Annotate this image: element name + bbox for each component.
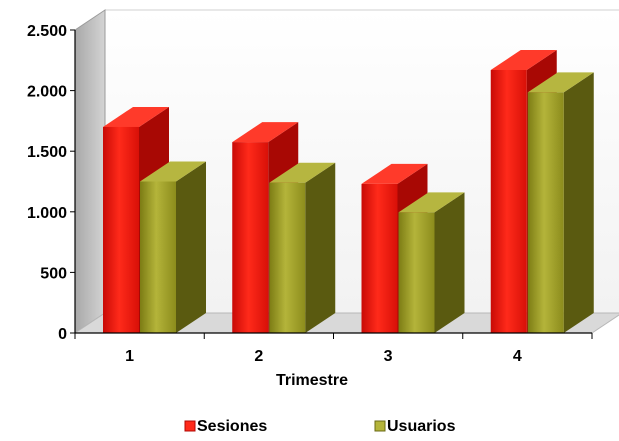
legend-swatch xyxy=(184,420,196,432)
x-tick-label: 4 xyxy=(513,348,522,365)
x-tick-label: 1 xyxy=(125,348,134,365)
x-axis-title: Trimestre xyxy=(276,372,348,389)
legend-swatch xyxy=(374,420,386,432)
legend-label: Usuarios xyxy=(387,418,456,435)
bar-usuarios-1 xyxy=(140,161,206,333)
y-tick-label: 500 xyxy=(40,265,67,282)
y-tick-label: 2.000 xyxy=(27,84,67,101)
bar-usuarios-4 xyxy=(527,72,594,333)
side-wall xyxy=(74,9,106,334)
x-tick-label: 3 xyxy=(384,348,393,365)
x-tick-label: 2 xyxy=(254,348,263,365)
y-tick-label: 2.500 xyxy=(27,23,67,40)
legend-item-sesiones: Sesiones xyxy=(184,418,267,435)
legend-item-usuarios: Usuarios xyxy=(374,418,456,435)
bar-usuarios-3 xyxy=(398,192,465,333)
legend-label: Sesiones xyxy=(197,418,267,435)
bar-usuarios-2 xyxy=(269,162,336,333)
y-tick-label: 1.500 xyxy=(27,144,67,161)
y-tick-label: 1.000 xyxy=(27,205,67,222)
y-tick-label: 0 xyxy=(58,326,67,343)
